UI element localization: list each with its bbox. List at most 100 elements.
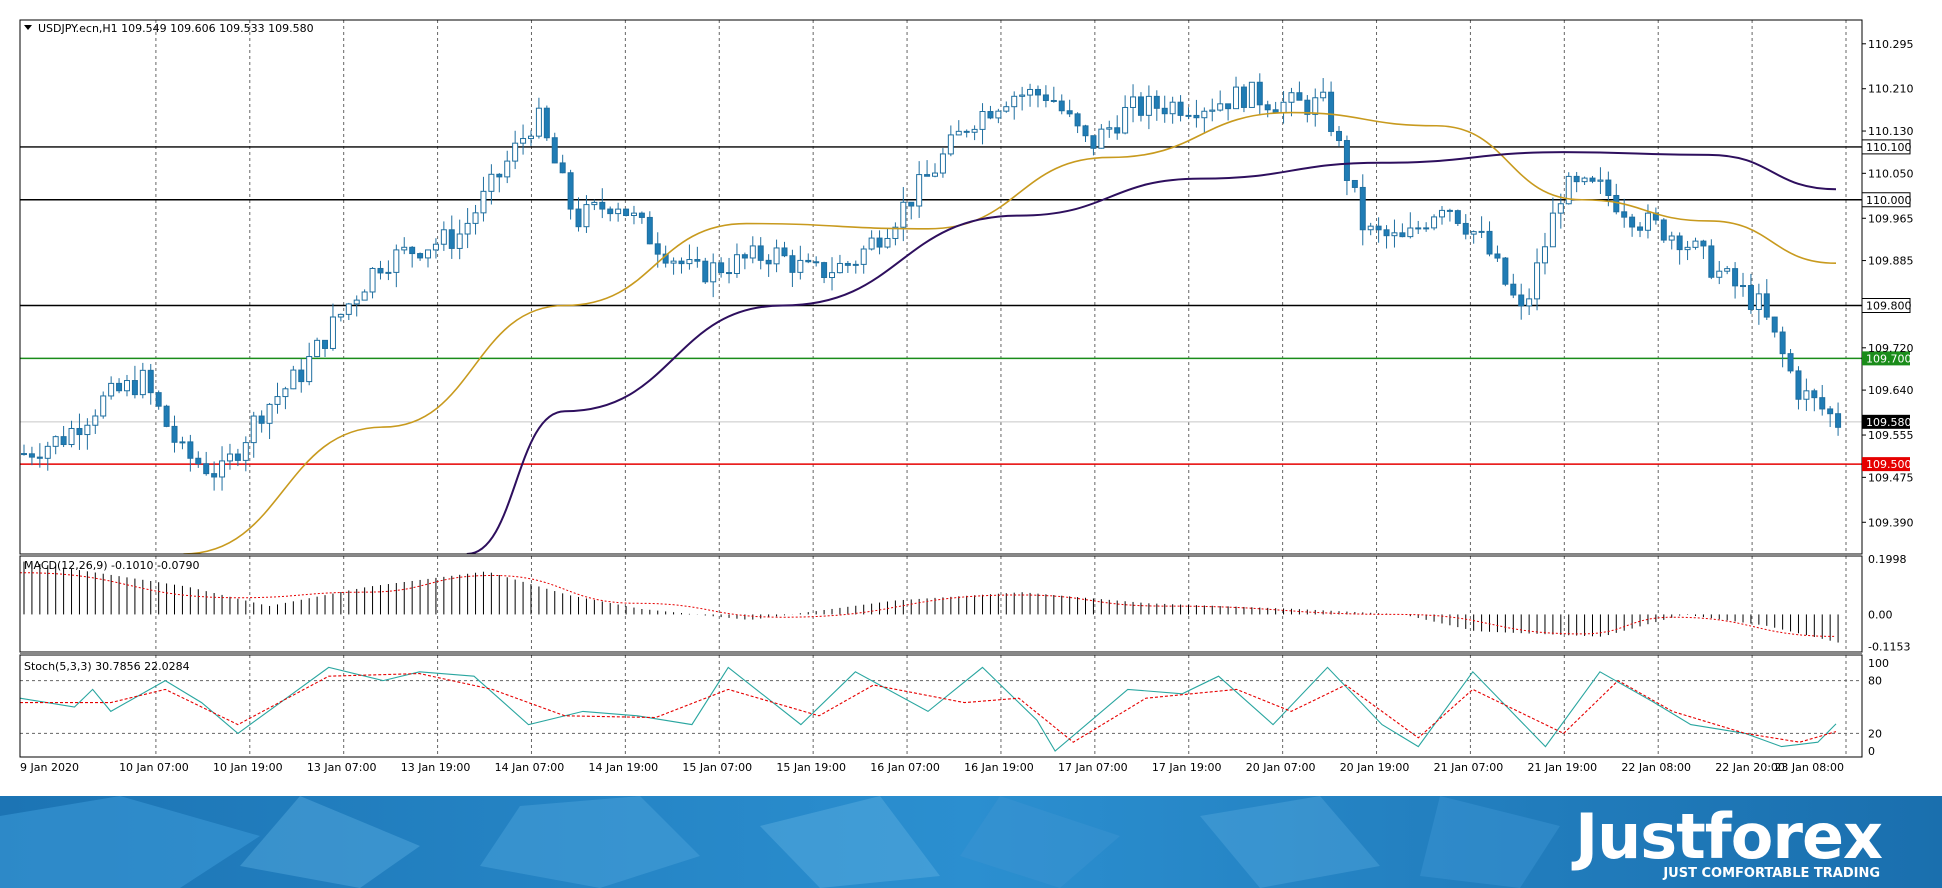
x-tick-label: 17 Jan 07:00 <box>1058 761 1128 774</box>
candle-body <box>226 453 233 462</box>
candle-body <box>1684 246 1691 251</box>
x-tick-label: 21 Jan 07:00 <box>1434 761 1504 774</box>
candle-body <box>258 415 265 424</box>
candle-body <box>1042 94 1049 101</box>
candle-body <box>155 392 162 407</box>
x-tick-label: 10 Jan 19:00 <box>213 761 283 774</box>
candle-body <box>710 262 717 283</box>
candle-body <box>1177 101 1184 116</box>
candle-body <box>401 246 408 251</box>
level-price-label: 110.100 <box>1866 141 1912 154</box>
candle-body <box>242 442 249 461</box>
candle-body <box>314 339 321 358</box>
candle-body <box>1296 92 1303 101</box>
macd-panel <box>19 561 1839 643</box>
level-price-tag <box>1861 298 1911 314</box>
candle-body <box>1082 125 1089 137</box>
candle-body <box>733 254 740 275</box>
candle-body <box>559 162 566 174</box>
candle-body <box>409 246 416 255</box>
stoch-main-line <box>19 666 1837 752</box>
candle-body <box>1541 246 1548 264</box>
candle-body <box>1407 227 1414 238</box>
candle-body <box>345 303 352 315</box>
candle-body <box>456 233 463 249</box>
candle-body <box>1399 232 1406 238</box>
candle-body <box>1225 103 1232 110</box>
candle-body <box>1312 97 1319 115</box>
candle-body <box>702 260 709 283</box>
candle-body <box>1375 225 1382 231</box>
candle-body <box>575 208 582 228</box>
candle-body <box>1423 227 1430 230</box>
level-price-tag <box>1862 457 1910 472</box>
macd-title: MACD(12,26,9) -0.1010 -0.0790 <box>24 559 199 572</box>
footer-background <box>0 796 1942 888</box>
y-tick-label: 109.475 <box>1868 471 1914 484</box>
candle-body <box>1122 106 1129 134</box>
candle-body <box>1581 177 1588 183</box>
level-price-tag <box>1861 192 1911 208</box>
candle-body <box>726 272 733 275</box>
level-price-label: 110.000 <box>1866 194 1912 207</box>
candle-body <box>1755 293 1762 310</box>
candle-body <box>1248 81 1255 108</box>
candle-body <box>805 259 812 263</box>
candle-body <box>1367 225 1374 231</box>
candle-body <box>322 339 329 349</box>
candle-body <box>1304 99 1311 115</box>
candle-body <box>512 142 519 162</box>
x-tick-label: 22 Jan 20:00 <box>1715 761 1785 774</box>
level-price-label: 109.500 <box>1866 458 1912 471</box>
candle-body <box>813 261 820 264</box>
y-tick-label: 110.130 <box>1868 125 1914 138</box>
moving-averages <box>183 111 1837 555</box>
level-price-label: 109.700 <box>1866 352 1912 365</box>
candle-body <box>219 460 226 478</box>
y-tick-label: 109.885 <box>1868 255 1914 268</box>
candle-body <box>1034 88 1041 96</box>
candle-body <box>1692 240 1699 248</box>
candle-body <box>480 190 487 214</box>
candle-body <box>1565 175 1572 205</box>
candle-body <box>789 255 796 273</box>
candle-body <box>646 216 653 245</box>
stoch-title: Stoch(5,3,3) 30.7856 22.0284 <box>24 660 190 673</box>
y-tick-label: 109.720 <box>1868 342 1914 355</box>
candle-body <box>234 453 241 461</box>
candle-body <box>535 107 542 137</box>
candle-body <box>718 262 725 274</box>
y-tick-label: 109.390 <box>1868 516 1914 529</box>
candle-body <box>1098 128 1105 149</box>
candle-body <box>947 134 954 155</box>
candle-body <box>1771 316 1778 333</box>
candle-body <box>1637 226 1644 231</box>
candle-body <box>1280 101 1287 114</box>
stoch-y-tick-label: 20 <box>1868 727 1882 740</box>
candle-body <box>1462 222 1469 235</box>
dropdown-triangle-icon[interactable] <box>24 25 32 30</box>
candle-body <box>836 262 843 274</box>
x-tick-label: 16 Jan 07:00 <box>870 761 940 774</box>
candle-body <box>1660 219 1667 241</box>
candle-body <box>908 201 915 207</box>
candle-body <box>369 267 376 293</box>
candle-body <box>821 262 828 279</box>
candle-body <box>1557 203 1564 214</box>
candle-body <box>337 313 344 318</box>
candle-body <box>741 254 748 259</box>
candle-body <box>306 356 313 383</box>
candle-body <box>1169 101 1176 115</box>
candle-body <box>1763 293 1770 318</box>
candle-body <box>939 153 946 174</box>
candle-body <box>1090 135 1097 149</box>
candle-body <box>266 403 273 424</box>
candle-body <box>496 173 503 178</box>
candle-body <box>615 208 622 215</box>
candle-body <box>1613 194 1620 213</box>
candle-body <box>543 107 550 139</box>
x-tick-label: 23 Jan 08:00 <box>1774 761 1844 774</box>
candle-body <box>797 259 804 273</box>
candle-body <box>1502 257 1509 285</box>
candle-body <box>290 369 297 390</box>
